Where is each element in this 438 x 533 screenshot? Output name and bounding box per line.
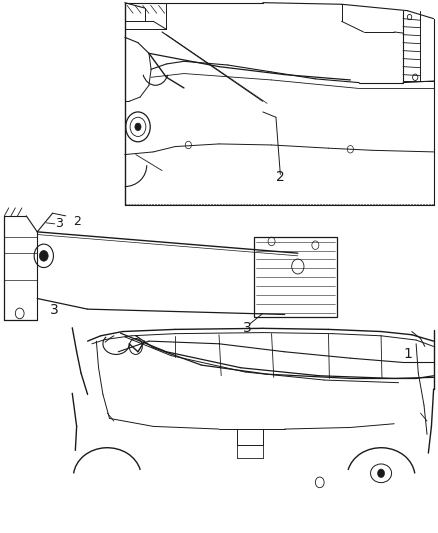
- Circle shape: [39, 251, 48, 261]
- Text: 3: 3: [243, 321, 252, 335]
- Text: 3: 3: [55, 217, 63, 230]
- Text: 3: 3: [50, 303, 59, 317]
- Text: 2: 2: [276, 170, 285, 184]
- Text: 2: 2: [73, 215, 81, 228]
- Ellipse shape: [371, 464, 392, 483]
- Text: 1: 1: [403, 348, 412, 361]
- Circle shape: [135, 123, 141, 131]
- Circle shape: [378, 469, 385, 478]
- Bar: [254, 237, 337, 317]
